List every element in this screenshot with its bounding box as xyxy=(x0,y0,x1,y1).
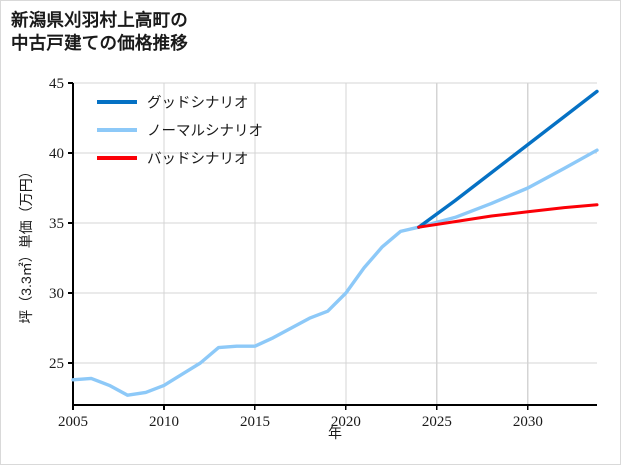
x-tick-label: 2005 xyxy=(58,414,88,430)
x-tick-label: 2010 xyxy=(149,414,179,430)
x-tick-labels: 2005 2010 2015 2020 2025 2030 xyxy=(58,414,543,430)
y-tick-labels: 25 30 35 40 45 xyxy=(49,76,64,372)
series-line-バッドシナリオ xyxy=(417,203,599,229)
series-line-グッドシナリオ xyxy=(416,89,599,229)
y-tick-label: 25 xyxy=(49,356,64,372)
legend-label: ノーマルシナリオ xyxy=(147,124,263,140)
y-tick-label: 30 xyxy=(49,286,64,302)
x-tick-label: 2025 xyxy=(422,414,452,430)
y-tick-label: 35 xyxy=(49,216,64,232)
y-tick-label: 40 xyxy=(49,146,64,162)
x-tick-label: 2015 xyxy=(240,414,270,430)
legend-label: グッドシナリオ xyxy=(147,95,249,112)
series-line-ノーマルシナリオ xyxy=(71,148,599,397)
x-tick-label: 2030 xyxy=(513,414,543,430)
series-lines xyxy=(71,89,599,397)
y-tick-label: 45 xyxy=(49,76,64,92)
y-axis-title: 坪（3.3㎡）単価（万円） xyxy=(18,164,34,323)
page-title: 新潟県刈羽村上高町の 中古戸建ての価格推移 xyxy=(11,10,188,54)
legend-label: バッドシナリオ xyxy=(147,152,249,168)
x-tick-label: 2020 xyxy=(331,414,361,430)
tick-marks xyxy=(68,82,529,410)
gridlines xyxy=(72,82,597,405)
x-axis-title: 年 xyxy=(328,425,342,441)
